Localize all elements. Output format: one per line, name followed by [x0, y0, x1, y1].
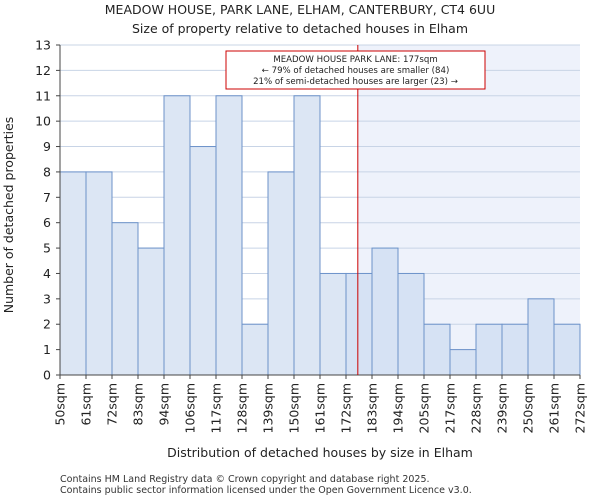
bar-239sqm: [501, 323, 529, 376]
bar-261sqm: [553, 323, 581, 376]
x-tick-label: 172sqm: [339, 383, 354, 433]
y-tick-label: 3: [43, 291, 51, 306]
x-tick-label: 194sqm: [391, 383, 406, 433]
y-tick-label: 0: [43, 368, 51, 383]
y-tick-label: 2: [43, 317, 51, 332]
bar-50sqm: [59, 171, 87, 376]
x-tick-label: 106sqm: [183, 383, 198, 433]
bar-172sqm: [345, 272, 373, 376]
bar-94sqm: [163, 95, 191, 376]
x-tick-label: 161sqm: [313, 383, 328, 433]
x-tick-label: 83sqm: [131, 383, 146, 426]
x-tick-label: 50sqm: [53, 383, 68, 426]
x-tick-label: 72sqm: [105, 383, 120, 426]
x-tick-labels: 50sqm 61sqm 72sqm 83sqm 94sqm 106sqm 117sqm 128…: [53, 375, 588, 433]
x-tick-label: 94sqm: [157, 383, 172, 426]
bar-205sqm: [423, 323, 451, 376]
x-tick-label: 250sqm: [521, 383, 536, 433]
footer-attribution-2: Contains public sector information licen…: [60, 485, 472, 496]
bar-194sqm: [397, 272, 425, 376]
x-tick-label: 239sqm: [495, 383, 510, 433]
y-tick-label: 10: [35, 114, 51, 129]
bar-139sqm: [267, 171, 295, 376]
annotation-line-2: ← 79% of detached houses are smaller (84…: [262, 66, 450, 76]
y-tick-label: 8: [43, 164, 51, 179]
bars: [59, 95, 581, 376]
bar-228sqm: [475, 323, 503, 376]
chart-subtitle: Size of property relative to detached ho…: [132, 21, 468, 36]
x-tick-label: 117sqm: [209, 383, 224, 433]
bar-72sqm: [111, 222, 139, 376]
bar-106sqm: [189, 146, 217, 376]
y-tick-label: 7: [43, 190, 51, 205]
footer-attribution-1: Contains HM Land Registry data © Crown c…: [60, 474, 430, 485]
y-axis-label: Number of detached properties: [1, 117, 16, 314]
bar-117sqm: [215, 95, 243, 376]
x-tick-label: 183sqm: [365, 383, 380, 433]
x-tick-label: 150sqm: [287, 383, 302, 433]
x-axis-label: Distribution of detached houses by size …: [167, 445, 473, 460]
bar-217sqm: [449, 349, 477, 376]
annotation-box: MEADOW HOUSE PARK LANE: 177sqm ← 79% of …: [225, 50, 486, 90]
y-tick-label: 1: [43, 342, 51, 357]
x-tick-label: 205sqm: [417, 383, 432, 433]
x-tick-label: 228sqm: [469, 383, 484, 433]
y-tick-label: 13: [35, 38, 51, 53]
y-tick-label: 11: [35, 88, 51, 103]
x-tick-label: 261sqm: [547, 383, 562, 433]
y-tick-label: 9: [43, 139, 51, 154]
bar-150sqm: [293, 95, 321, 376]
annotation-frame: [225, 50, 486, 90]
bar-250sqm: [527, 298, 555, 376]
annotation-line-1: MEADOW HOUSE PARK LANE: 177sqm: [273, 55, 437, 65]
bar-83sqm: [137, 247, 165, 376]
x-tick-label: 272sqm: [573, 383, 588, 433]
y-tick-label: 6: [43, 215, 51, 230]
bar-61sqm: [85, 171, 113, 376]
annotation-line-3: 21% of semi-detached houses are larger (…: [253, 77, 458, 87]
x-tick-label: 128sqm: [235, 383, 250, 433]
y-tick-label: 12: [35, 63, 51, 78]
x-tick-label: 217sqm: [443, 383, 458, 433]
bar-183sqm: [371, 247, 399, 376]
bar-128sqm: [241, 323, 269, 376]
y-tick-label: 4: [43, 266, 51, 281]
x-tick-label: 61sqm: [79, 383, 94, 426]
bar-161sqm: [319, 272, 347, 376]
x-tick-label: 139sqm: [261, 383, 276, 433]
y-tick-label: 5: [43, 241, 51, 256]
chart-title: MEADOW HOUSE, PARK LANE, ELHAM, CANTERBU…: [105, 2, 495, 17]
